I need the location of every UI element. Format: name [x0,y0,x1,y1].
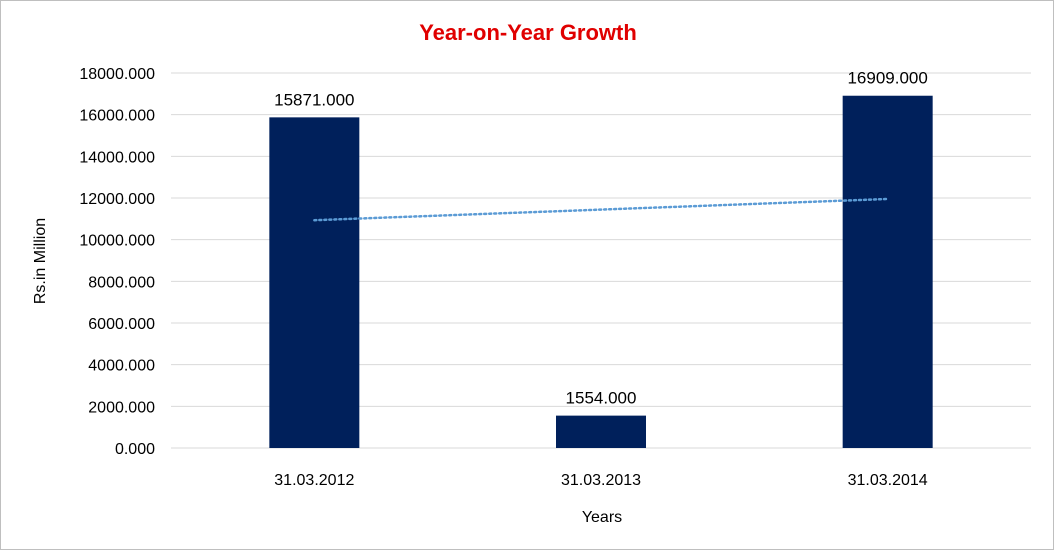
data-label: 15871.000 [274,90,354,109]
y-tick-label: 0.000 [115,441,155,458]
y-tick-label: 10000.000 [79,233,155,250]
bar [269,117,360,449]
y-axis-label: Rs.in Million [32,218,49,304]
trendline [313,197,889,222]
y-tick-label: 2000.000 [88,399,155,416]
bars [269,95,933,449]
y-tick-label: 14000.000 [79,149,155,166]
data-label: 1554.000 [566,389,637,408]
bar [556,415,646,448]
y-axis-ticks: 0.000 2000.000 4000.000 6000.000 8000.000 100… [79,66,155,458]
x-tick-label: 31.03.2013 [561,472,641,489]
y-tick-label: 4000.000 [88,358,155,375]
y-tick-label: 16000.000 [79,108,155,125]
trendline-group [313,197,889,222]
y-tick-label: 18000.000 [79,66,155,83]
x-axis-label: Years [582,509,622,526]
y-tick-label: 6000.000 [88,316,155,333]
bar [842,95,933,449]
data-labels: 15871.000 1554.000 16909.000 [274,69,928,408]
x-tick-label: 31.03.2014 [848,472,928,489]
x-axis-ticks: 31.03.2012 31.03.2013 31.03.2014 [274,472,928,489]
y-tick-label: 8000.000 [88,274,155,291]
y-tick-label: 12000.000 [79,191,155,208]
x-tick-label: 31.03.2012 [274,472,354,489]
chart-title: Year-on-Year Growth [419,20,637,45]
data-label: 16909.000 [847,69,927,88]
